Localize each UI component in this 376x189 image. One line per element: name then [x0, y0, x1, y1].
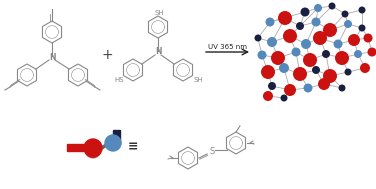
Circle shape	[271, 51, 285, 65]
Text: S: S	[209, 146, 215, 156]
Circle shape	[105, 135, 121, 151]
Circle shape	[284, 84, 296, 96]
Circle shape	[303, 84, 312, 92]
Circle shape	[364, 33, 373, 43]
Text: HS: HS	[114, 77, 124, 83]
FancyBboxPatch shape	[68, 147, 84, 151]
Text: N: N	[49, 53, 55, 61]
Circle shape	[335, 51, 349, 65]
Circle shape	[323, 69, 337, 83]
Text: SH: SH	[193, 77, 203, 83]
Circle shape	[85, 143, 101, 158]
Circle shape	[348, 34, 360, 46]
Text: UV 365 nm: UV 365 nm	[208, 44, 247, 50]
Circle shape	[358, 25, 365, 32]
Circle shape	[344, 68, 352, 75]
Circle shape	[296, 22, 304, 30]
FancyBboxPatch shape	[116, 131, 120, 143]
Circle shape	[265, 18, 274, 26]
Circle shape	[318, 78, 330, 90]
Circle shape	[358, 6, 365, 13]
Circle shape	[280, 94, 288, 101]
Circle shape	[303, 53, 317, 67]
Circle shape	[84, 139, 102, 157]
Circle shape	[354, 50, 362, 58]
Circle shape	[322, 50, 330, 58]
Circle shape	[279, 63, 289, 73]
Text: SH: SH	[154, 10, 164, 16]
Circle shape	[300, 8, 309, 16]
Circle shape	[293, 67, 307, 81]
Circle shape	[341, 11, 349, 18]
Circle shape	[255, 35, 261, 42]
Circle shape	[334, 40, 343, 49]
Text: ≡: ≡	[128, 140, 138, 153]
Text: N: N	[155, 47, 161, 57]
FancyBboxPatch shape	[114, 130, 120, 145]
Circle shape	[323, 23, 337, 37]
Circle shape	[291, 47, 300, 57]
Circle shape	[278, 11, 292, 25]
Circle shape	[283, 29, 297, 43]
Circle shape	[338, 84, 346, 91]
Circle shape	[263, 91, 273, 101]
Circle shape	[258, 50, 267, 60]
FancyBboxPatch shape	[68, 145, 85, 152]
Circle shape	[312, 66, 320, 74]
Circle shape	[314, 4, 322, 12]
Text: +: +	[101, 48, 113, 62]
Circle shape	[311, 18, 320, 26]
Circle shape	[267, 37, 277, 47]
Circle shape	[367, 47, 376, 57]
Circle shape	[329, 2, 335, 9]
Circle shape	[268, 82, 276, 90]
Circle shape	[344, 20, 352, 28]
Circle shape	[360, 63, 370, 73]
Circle shape	[301, 39, 311, 49]
Circle shape	[261, 65, 275, 79]
Circle shape	[313, 31, 327, 45]
